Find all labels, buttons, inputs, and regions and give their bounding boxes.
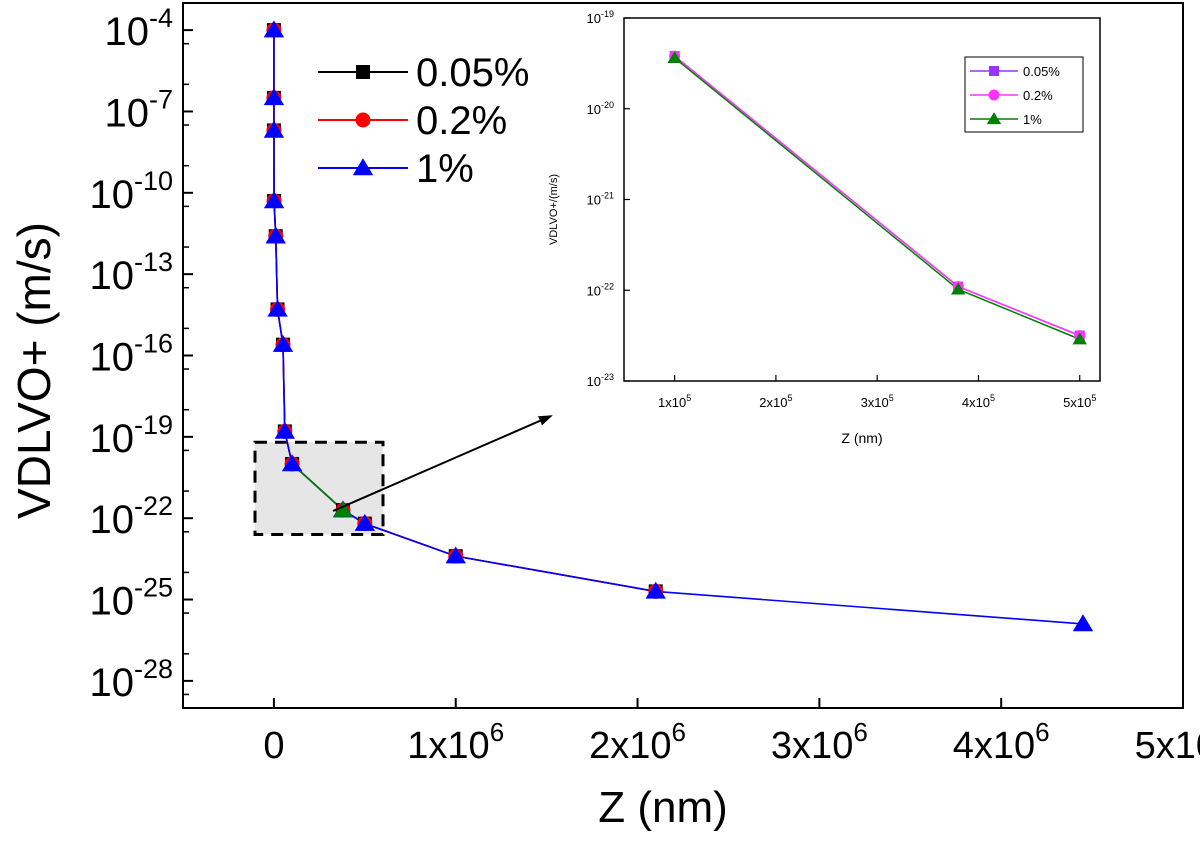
main-series-2-point	[265, 226, 286, 244]
main-x-tick-label: 3x106	[771, 717, 868, 767]
main-legend-label-0: 0.05%	[416, 51, 529, 95]
inset-x-tick-label: 2x105	[759, 393, 792, 410]
main-x-tick-label: 5x106	[1135, 717, 1200, 767]
main-zoom-segment	[291, 463, 344, 511]
inset-y-tick-label: 10-23	[587, 372, 614, 389]
inset-y-tick-label: 10-20	[587, 100, 614, 117]
main-series-2-point	[281, 454, 303, 472]
main-series-2-point	[445, 546, 466, 564]
main-legend-marker-0	[356, 65, 370, 79]
inset-y-tick-label: 10-22	[587, 281, 614, 298]
main-legend-label-1: 0.2%	[416, 99, 507, 143]
main-y-tick-label: 10-10	[89, 166, 173, 217]
inset-x-tick-label: 3x105	[861, 393, 894, 410]
main-x-axis-label: Z (nm)	[598, 783, 728, 832]
main-series-2-point	[263, 88, 285, 106]
inset-series-2-point	[1072, 332, 1087, 345]
inset-series-2-point	[951, 282, 966, 295]
main-y-tick-label: 10-13	[89, 247, 173, 298]
main-legend-label-2: 1%	[416, 147, 474, 191]
main-y-tick-label: 10-16	[89, 329, 173, 380]
inset-x-tick-label: 1x105	[658, 393, 691, 410]
main-x-tick-label: 1x106	[407, 717, 504, 767]
main-series-2-point	[267, 299, 288, 317]
main-series-2-point	[263, 120, 285, 138]
main-zoom-point	[333, 500, 353, 517]
main-series-2-point	[645, 581, 666, 599]
inset-x-tick-label: 5x105	[1063, 393, 1096, 410]
main-y-tick-label: 10-19	[89, 410, 173, 461]
main-y-tick-label: 10-28	[89, 654, 173, 705]
main-legend-marker-1	[355, 112, 371, 128]
inset-x-axis-label: Z (nm)	[841, 430, 882, 446]
main-series-2-point	[272, 334, 294, 352]
main-y-tick-label: 10-25	[89, 573, 173, 624]
main-legend-marker-2	[352, 158, 374, 176]
main-series-line-2	[273, 30, 1084, 625]
inset-legend-label-1: 0.2%	[1023, 88, 1053, 103]
main-x-tick-label: 0	[263, 725, 284, 767]
main-series-2-point	[263, 20, 285, 38]
main-x-tick-label: 2x106	[589, 717, 686, 767]
main-series-2-point	[1072, 614, 1094, 632]
main-plot: 10-4 10-7 10-10 10-13 10-16 10-19 10-22 10-25 10…	[8, 2, 1200, 832]
inset-plot: 10-19 10-20 10-21 10-22 10-23 1x105 2x105 3x105…	[548, 9, 1101, 446]
main-series-2-point	[354, 513, 376, 531]
inset-legend-marker-2	[986, 112, 1002, 125]
inset-x-tick-label: 4x105	[962, 393, 995, 410]
inset-legend-label-2: 1%	[1023, 112, 1042, 127]
inset-y-tick-label: 10-21	[587, 191, 614, 208]
inset-series-2-point	[667, 51, 682, 64]
inset-y-axis-label: VDLVO+/(m/s)	[548, 174, 560, 245]
inset-y-tick-label: 10-19	[587, 9, 614, 26]
main-y-axis-label: VDLVO+ (m/s)	[8, 222, 60, 519]
main-series-2-point	[274, 421, 296, 439]
inset-legend-label-0: 0.05%	[1023, 64, 1060, 79]
zoom-arrow	[332, 415, 553, 512]
inset-legend-marker-1	[988, 89, 1000, 101]
main-x-tick-label: 4x106	[953, 717, 1050, 767]
main-y-tick-label: 10-7	[104, 84, 173, 135]
inset-legend-marker-0	[989, 66, 999, 76]
main-y-tick-label: 10-22	[89, 491, 173, 542]
main-y-tick-label: 10-4	[104, 3, 173, 54]
main-series-2-point	[263, 191, 285, 209]
